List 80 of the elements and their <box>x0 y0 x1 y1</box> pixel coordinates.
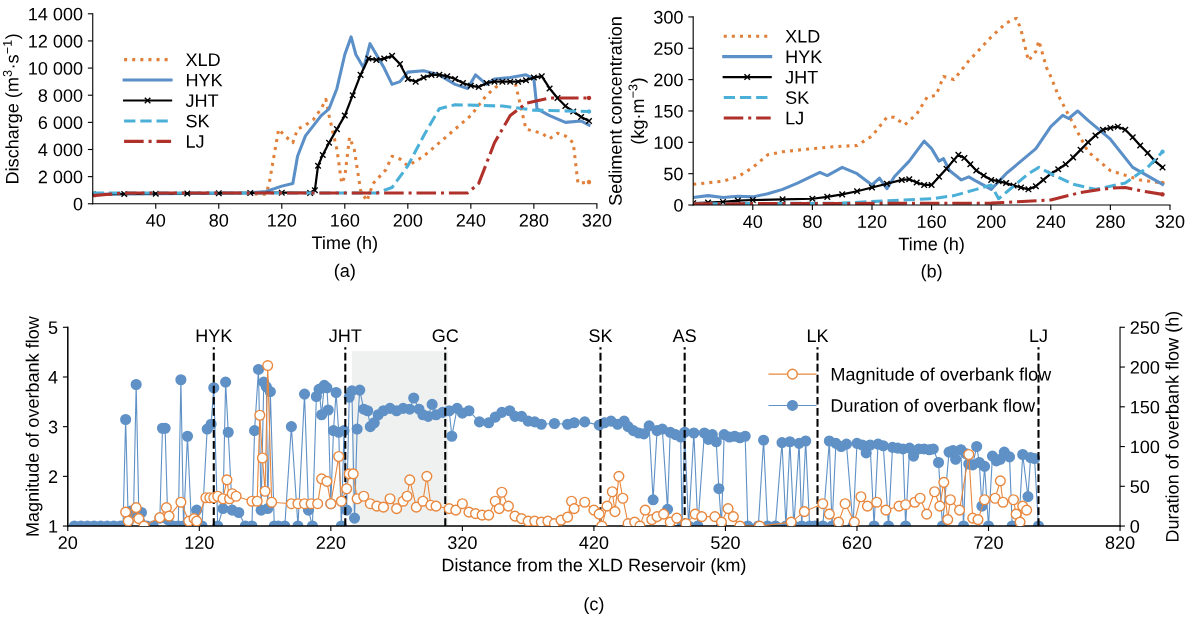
x-tick-label: 40 <box>146 213 166 227</box>
ref-line-label: GC <box>432 329 459 343</box>
ref-line-label: HYK <box>196 329 233 342</box>
x-tick-label: 240 <box>456 213 486 227</box>
y-tick-label: 5 <box>48 321 58 335</box>
y-tick-label: 4 <box>48 371 58 384</box>
x-tick-label: 420 <box>579 536 609 550</box>
x-axis-title: Time (h) <box>311 235 377 253</box>
ref-line-label: LK <box>807 329 829 342</box>
legend-label: LJ <box>786 111 803 125</box>
y-tick-label: 150 <box>654 104 683 118</box>
ref-line-label: AS <box>672 329 696 343</box>
legend-label: HYK <box>186 73 223 87</box>
legend-label: Duration of overbank flow <box>831 398 1036 412</box>
legend-label: HYK <box>786 50 823 63</box>
y-tick-label: 0 <box>73 197 83 211</box>
y2-axis-title: Duration of overbank flow (h) <box>1165 311 1183 542</box>
x-tick-label: 160 <box>917 215 946 229</box>
y2-tick-label: 150 <box>1131 400 1160 414</box>
x-tick-label: 320 <box>582 213 612 227</box>
x-tick-label: 320 <box>448 536 477 550</box>
x-tick-label: 120 <box>185 536 214 550</box>
y-tick-label: 12 000 <box>29 34 83 48</box>
y-axis-title: Sediment concentration (kg·m$^{−3}$) <box>608 17 648 205</box>
x-tick-label: 620 <box>842 536 872 550</box>
y-tick-label: 3 <box>48 420 58 434</box>
y-tick-label: 50 <box>664 167 683 181</box>
text: (c) <box>584 597 604 614</box>
y-axis-title: Magnitude of overbank flow <box>25 316 43 536</box>
y-tick-label: 8 000 <box>38 89 83 102</box>
text: (a) <box>334 263 355 281</box>
ref-line-label: SK <box>589 329 613 343</box>
y2-tick-label: 0 <box>1130 519 1140 533</box>
y2-tick-label: 100 <box>1131 440 1160 454</box>
x-tick-label: 320 <box>1155 215 1185 229</box>
y-tick-label: 14 000 <box>29 7 83 21</box>
y2-tick-label: 50 <box>1130 480 1150 494</box>
x-tick-label: 120 <box>858 215 887 229</box>
y2-tick-label: 200 <box>1130 360 1160 374</box>
x-tick-label: 280 <box>519 213 549 227</box>
y-tick-label: 4 000 <box>38 143 83 157</box>
y-axis-title: Discharge (m$^{3}$·s$^{−1}$) <box>2 34 23 183</box>
text: (b) <box>921 264 942 282</box>
legend-label: XLD <box>785 30 820 43</box>
y-tick-label: 1 <box>49 520 58 533</box>
legend-label: SK <box>785 91 810 105</box>
x-tick-label: 720 <box>974 536 1003 550</box>
legend-label: XLD <box>185 53 220 66</box>
x-tick-label: 200 <box>977 215 1006 229</box>
x-axis-title: Time (h) <box>898 237 964 254</box>
y-tick-label: 2 000 <box>38 170 83 184</box>
x-axis-title: Distance from the XLD Reservoir (km) <box>442 558 746 575</box>
y-tick-label: 250 <box>654 42 683 55</box>
y-tick-label: 6 000 <box>38 116 83 130</box>
x-tick-label: 80 <box>803 215 822 229</box>
x-tick-label: 40 <box>743 215 763 229</box>
legend-label: JHT <box>185 94 219 107</box>
x-tick-label: 520 <box>711 536 740 550</box>
x-tick-label: 80 <box>209 213 229 227</box>
y-tick-label: 10 000 <box>29 62 83 75</box>
legend-label: LJ <box>186 135 204 148</box>
legend-label: JHT <box>785 70 818 84</box>
x-tick-label: 200 <box>393 213 423 227</box>
x-tick-label: 160 <box>331 213 360 227</box>
x-tick-label: 280 <box>1096 215 1125 229</box>
y-tick-label: 100 <box>654 136 683 150</box>
legend-label: Magnitude of overbank flow <box>831 367 1052 385</box>
y-tick-label: 200 <box>654 73 683 87</box>
x-tick-label: 220 <box>316 536 346 550</box>
y2-tick-label: 250 <box>1130 321 1160 335</box>
x-tick-label: 120 <box>268 213 297 227</box>
x-tick-label: 240 <box>1036 215 1066 229</box>
ref-line-label: JHT <box>329 329 362 343</box>
y-tick-label: 0 <box>674 198 683 212</box>
ref-line-label: LJ <box>1030 329 1047 343</box>
x-tick-label: 20 <box>58 536 78 550</box>
legend-label: SK <box>186 114 210 128</box>
y-tick-label: 300 <box>654 10 683 24</box>
y-tick-label: 2 <box>48 470 58 483</box>
x-tick-label: 820 <box>1105 536 1135 550</box>
